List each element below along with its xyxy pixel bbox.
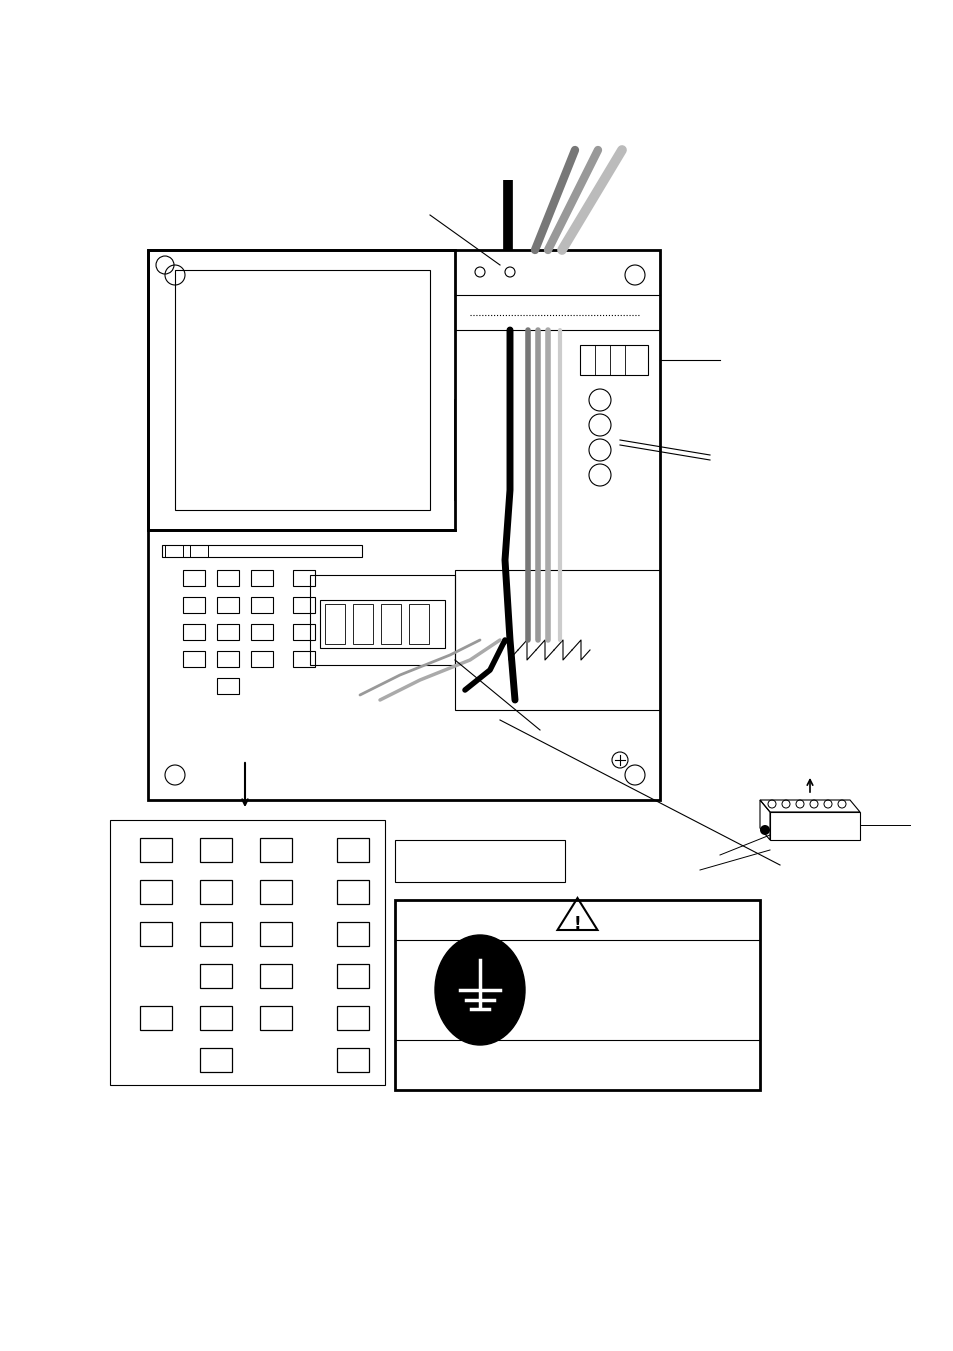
Bar <box>162 544 361 557</box>
Text: !: ! <box>573 915 580 934</box>
Bar <box>165 544 183 557</box>
Ellipse shape <box>435 935 524 1046</box>
Circle shape <box>760 825 769 835</box>
Bar <box>190 544 208 557</box>
